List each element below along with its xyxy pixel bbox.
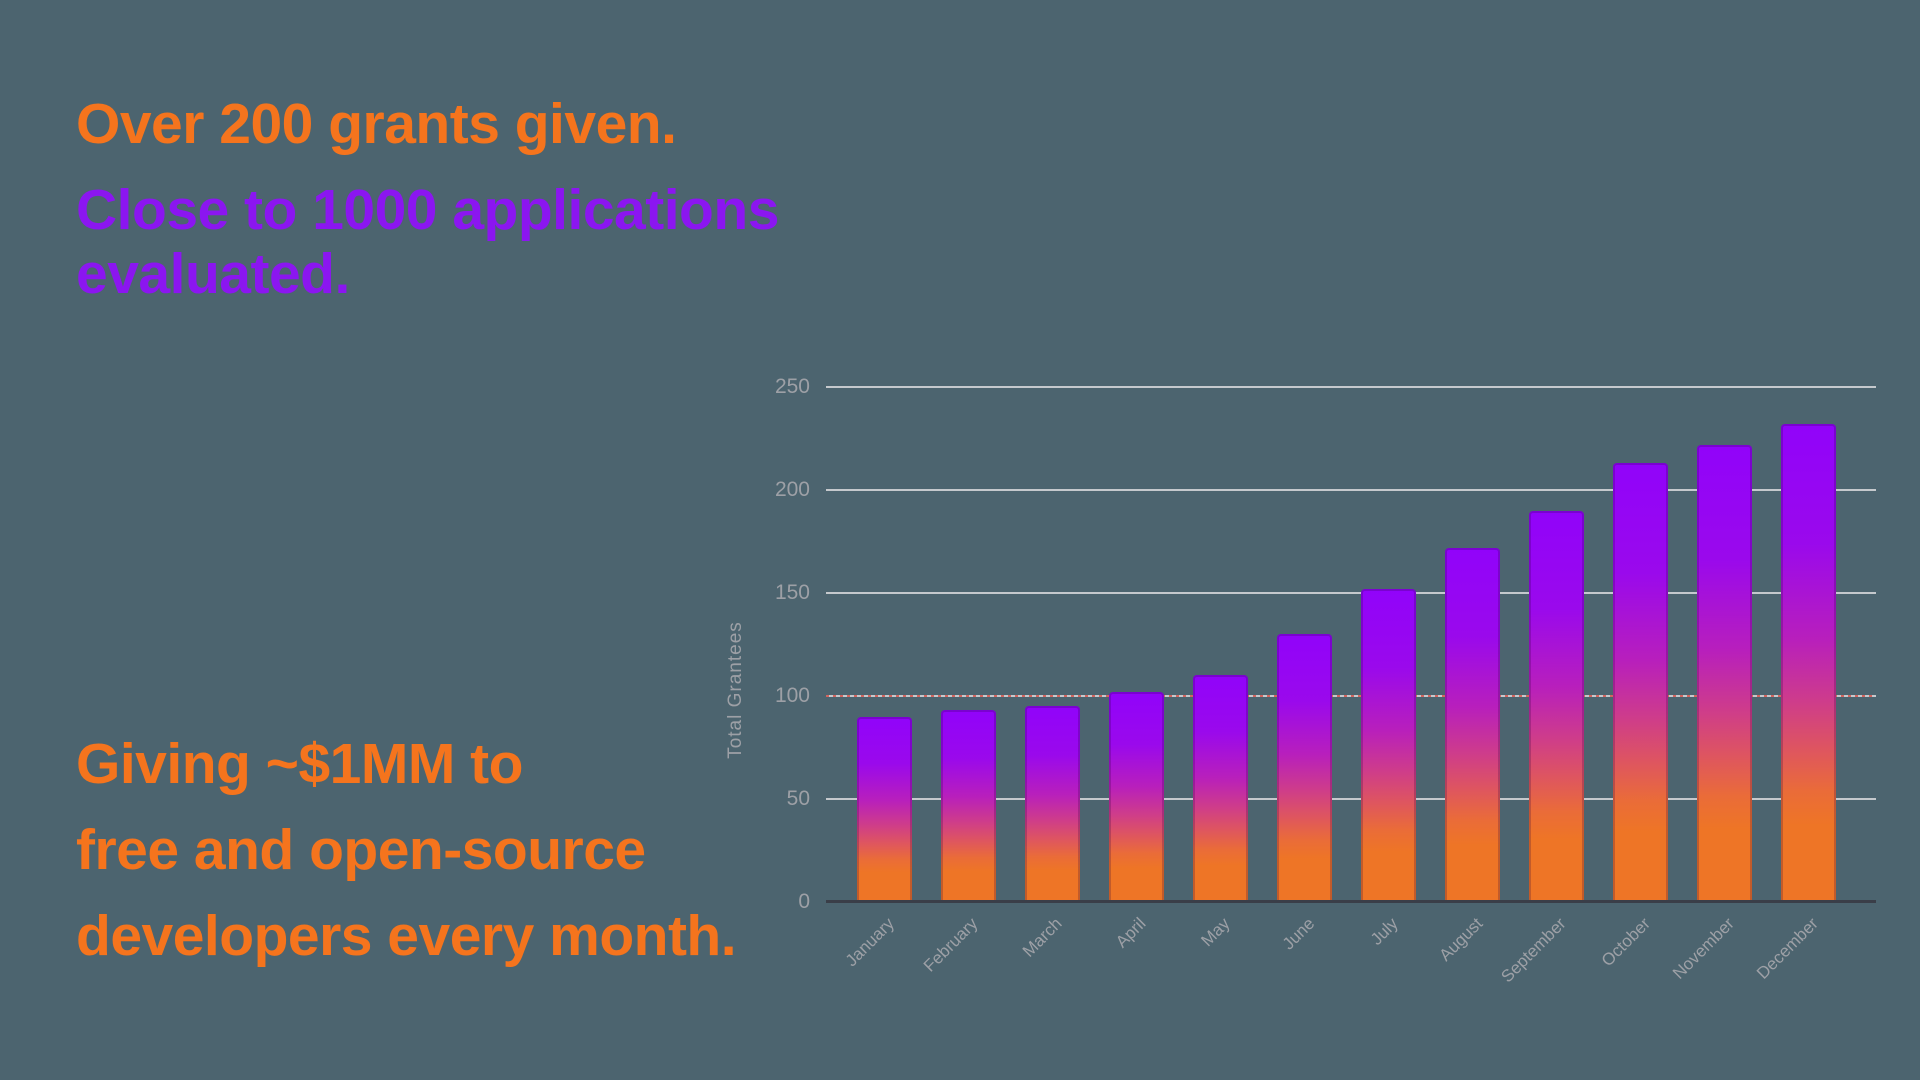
x-axis-label-july: July	[1367, 914, 1402, 949]
bar-may	[1193, 675, 1248, 902]
x-axis-label-january: January	[841, 914, 898, 971]
bar-july	[1361, 589, 1416, 902]
bar-march	[1025, 706, 1080, 902]
bar-february	[941, 710, 996, 902]
x-axis-label-december: December	[1753, 914, 1822, 983]
y-axis-title: Total Grantees	[725, 621, 746, 759]
headline-applications: Close to 1000 applications evaluated.	[76, 178, 779, 306]
x-axis-label-august: August	[1435, 914, 1486, 965]
x-axis-label-may: May	[1197, 914, 1234, 951]
x-axis-line	[826, 900, 1876, 903]
y-axis-tick-label-250: 250	[774, 375, 810, 398]
gridline-200	[826, 489, 1876, 491]
footline-line1: Giving ~$1MM to	[76, 732, 523, 796]
bar-chart: Total Grantees 0 50 100 150 200 250 January Feb…	[725, 375, 1876, 986]
headline-applications-line2: evaluated.	[76, 242, 350, 306]
x-axis-label-february: February	[920, 914, 982, 976]
x-axis-label-april: April	[1112, 914, 1150, 952]
bar-october	[1613, 463, 1668, 902]
bar-august	[1445, 548, 1500, 902]
y-axis-tick-label-150: 150	[774, 581, 810, 604]
footline-line3: developers every month.	[76, 904, 737, 968]
bar-june	[1277, 634, 1332, 902]
x-axis-label-march: March	[1019, 914, 1066, 961]
target-line-100	[826, 695, 1876, 697]
x-axis-label-june: June	[1278, 914, 1318, 954]
x-axis-label-october: October	[1597, 914, 1654, 971]
bar-april	[1109, 692, 1164, 902]
bar-december	[1781, 424, 1836, 902]
bar-november	[1697, 445, 1752, 902]
gridline-250	[826, 386, 1876, 388]
footline-line2: free and open-source	[76, 818, 646, 882]
x-axis-label-september: September	[1497, 914, 1570, 987]
footline-block: Giving ~$1MM to free and open-source dev…	[76, 732, 737, 990]
x-axis-label-november: November	[1669, 914, 1738, 983]
headline-block: Over 200 grants given. Close to 1000 app…	[76, 92, 779, 328]
headline-applications-line1: Close to 1000 applications	[76, 178, 779, 242]
bar-september	[1529, 511, 1584, 902]
y-axis-tick-label-100: 100	[774, 684, 810, 707]
gridline-150	[826, 592, 1876, 594]
headline-grants: Over 200 grants given.	[76, 92, 677, 156]
y-axis-tick-label-0: 0	[798, 890, 810, 913]
y-axis-tick-label-50: 50	[786, 787, 810, 810]
gridline-50	[826, 798, 1876, 800]
y-axis-tick-label-200: 200	[774, 478, 810, 501]
bar-january	[857, 717, 912, 902]
